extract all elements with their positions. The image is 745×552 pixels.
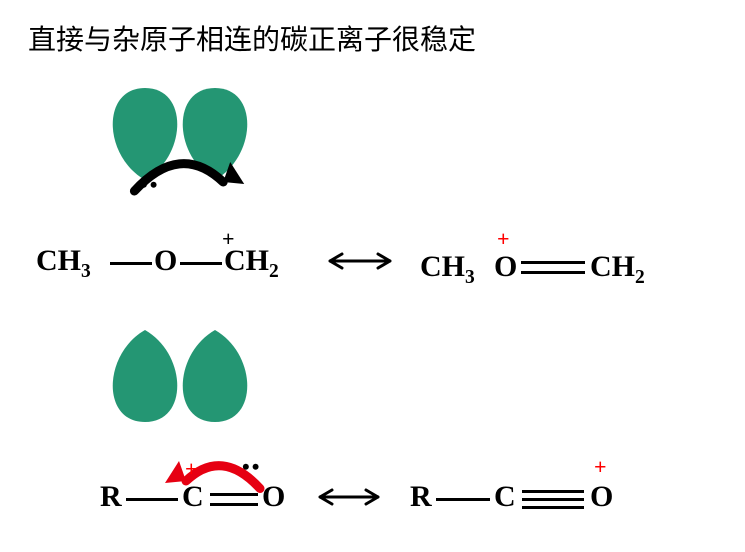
resonance-arrow-icon — [310, 482, 388, 512]
double-bond — [521, 271, 585, 274]
plus-charge: + — [497, 226, 510, 252]
lone-pair-dots: •• — [242, 454, 261, 480]
r-label: R — [100, 480, 122, 514]
o-label: O — [262, 480, 285, 514]
diagram-canvas: 直接与杂原子相连的碳正离子很稳定••••CH3OCH2+CH3OCH2+RCO+… — [0, 0, 745, 552]
triple-bond — [522, 498, 584, 501]
single-bond — [126, 498, 178, 501]
lone-pair-dots: •• — [140, 172, 159, 198]
double-bond — [210, 503, 258, 506]
plus-charge: + — [594, 454, 607, 480]
plus-charge: + — [222, 226, 235, 252]
page-title: 直接与杂原子相连的碳正离子很稳定 — [28, 18, 476, 58]
o-label: O — [590, 480, 613, 514]
ch2-label: CH2 — [590, 250, 645, 289]
orbital-lobe — [183, 330, 248, 422]
o-label: O — [154, 244, 177, 278]
c-label: C — [494, 480, 516, 514]
double-bond — [210, 493, 258, 496]
resonance-arrow-icon — [320, 246, 400, 276]
double-bond — [521, 261, 585, 264]
ch3-label: CH3 — [36, 244, 91, 283]
single-bond — [436, 498, 490, 501]
orbital-lobe — [113, 330, 178, 422]
triple-bond — [522, 506, 584, 509]
plus-charge: + — [185, 456, 198, 482]
triple-bond — [522, 490, 584, 493]
single-bond — [110, 262, 152, 265]
single-bond — [180, 262, 222, 265]
c-label: C — [182, 480, 204, 514]
r-label: R — [410, 480, 432, 514]
ch3-label: CH3 — [420, 250, 475, 289]
curved-arrow — [120, 140, 240, 200]
o-label: O — [494, 250, 517, 284]
